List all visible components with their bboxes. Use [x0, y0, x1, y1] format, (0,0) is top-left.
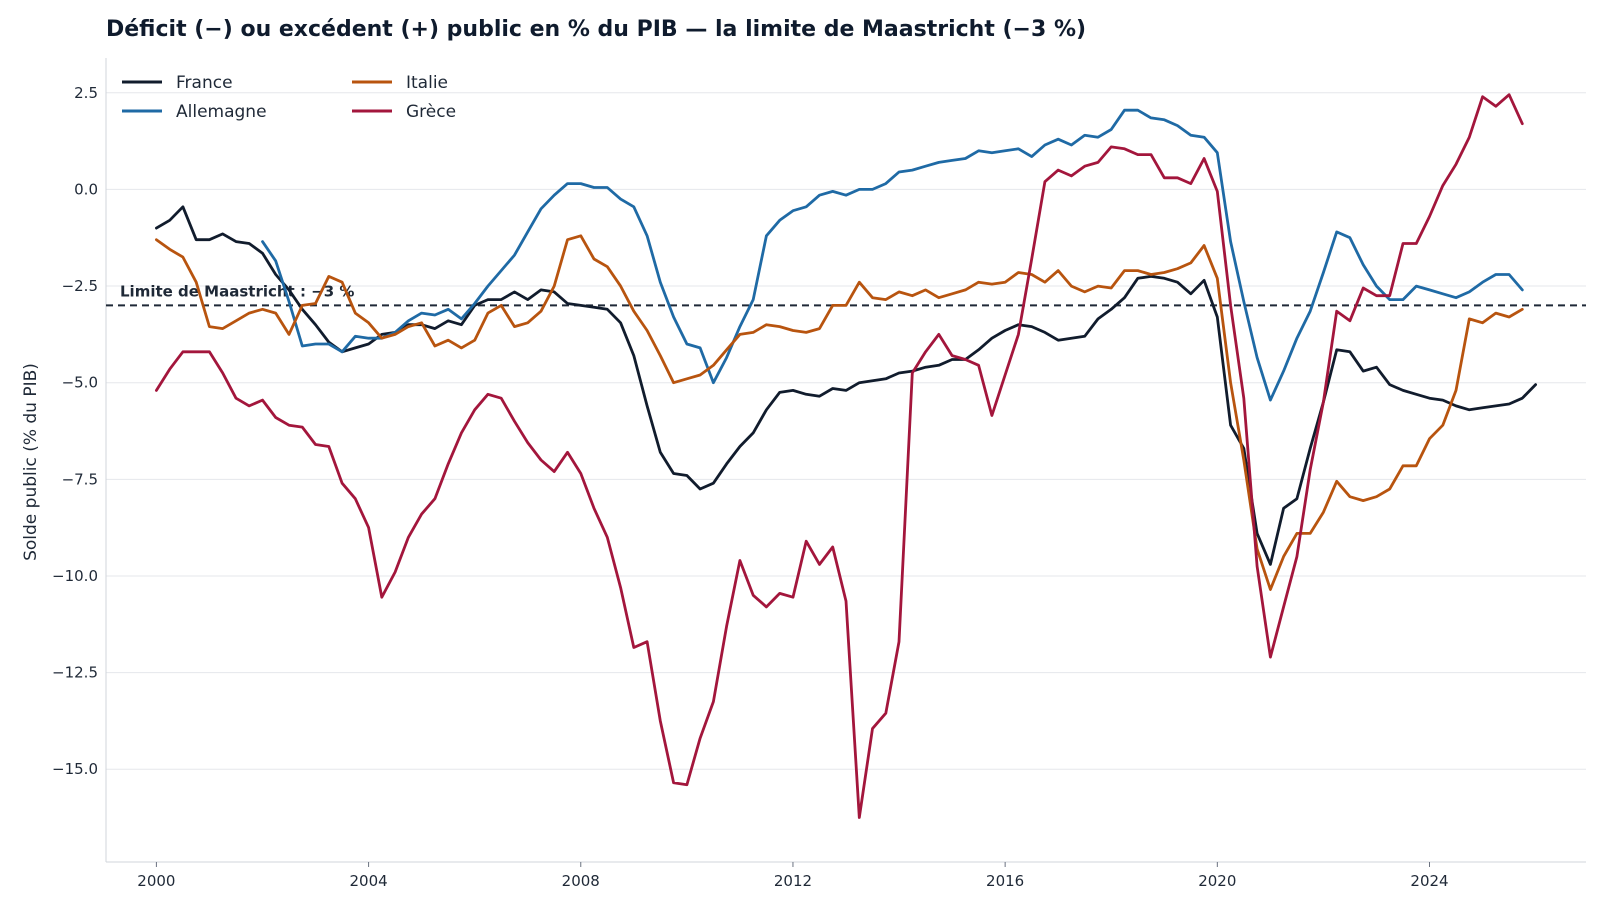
y-tick-label: −12.5	[52, 664, 98, 682]
legend-label: Grèce	[406, 102, 456, 122]
x-tick-label: 2004	[349, 872, 387, 890]
legend-label: Italie	[406, 73, 448, 93]
legend: France Allemagne Italie Grèce	[122, 73, 456, 122]
y-tick-label: −2.5	[62, 277, 98, 295]
x-tick-label: 2000	[137, 872, 175, 890]
series-line-1	[261, 108, 1524, 402]
series-line-0	[155, 205, 1537, 566]
y-tick-label: −5.0	[62, 374, 98, 392]
series-line-3	[155, 93, 1524, 819]
series-lines	[155, 93, 1537, 819]
y-tick-label: 0.0	[74, 180, 98, 198]
axes	[105, 58, 1586, 863]
chart-title: Déficit (−) ou excédent (+) public en % …	[106, 17, 1086, 42]
y-tick-label: −15.0	[52, 760, 98, 778]
y-tick-labels: 2.5 0.0 −2.5 −5.0 −7.5 −10.0 −12.5 −15.0	[52, 84, 98, 778]
x-tick-label: 2008	[562, 872, 600, 890]
y-tick-label: −10.0	[52, 567, 98, 585]
series-line-2	[155, 234, 1524, 591]
maastricht-limit-label: Limite de Maastricht : −3 %	[120, 282, 354, 300]
x-tick-label: 2016	[986, 872, 1024, 890]
y-tick-label: −7.5	[62, 470, 98, 488]
y-axis-label: Solde public (% du PIB)	[21, 363, 41, 561]
x-tick-label: 2012	[774, 872, 812, 890]
x-tick-label: 2024	[1410, 872, 1448, 890]
y-tick-label: 2.5	[74, 84, 98, 102]
gridlines	[106, 92, 1586, 770]
x-tick-labels: 2000 2004 2008 2012 2016 2020 2024	[137, 862, 1449, 890]
legend-label: Allemagne	[176, 102, 267, 122]
legend-label: France	[176, 73, 233, 93]
x-tick-label: 2020	[1198, 872, 1236, 890]
